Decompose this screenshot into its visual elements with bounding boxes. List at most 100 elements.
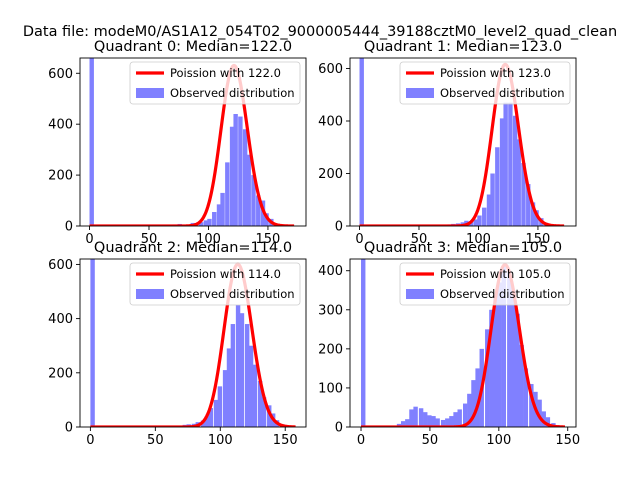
histogram-bar [486,194,492,226]
histogram-bar [361,259,366,427]
axes-frame [349,258,577,428]
histogram-bar [521,163,526,226]
quadrant-2-title: Quadrant 2: Median=114.0 [94,240,292,256]
x-tick-label: 0 [357,433,365,448]
histogram-bar [503,102,508,226]
quadrant-2-chart: 0 50 100 150 0 200 400 600 Quadrant 2: Median=11… [48,240,307,448]
histogram-bar [427,415,432,427]
legend-box [399,61,571,105]
histogram-bar [515,313,520,427]
histogram-bar [457,409,462,427]
histogram-bar [516,139,521,226]
legend-box [399,262,571,306]
histogram-bar [435,418,440,427]
histogram-bar [493,294,498,427]
y-tick-label: 600 [48,67,73,82]
histogram-bar [482,207,487,226]
axes-frame [79,57,307,227]
y-tick-label: 400 [318,115,343,130]
y-tick-label: 400 [318,264,343,279]
plot-area [360,259,566,427]
poisson-fit-line [88,63,296,226]
histogram-bar [463,403,468,427]
histogram-bar [207,218,212,226]
legend-fit-label: Poission with 123.0 [440,66,551,80]
x-tick-label: 50 [411,232,428,247]
histogram-bar [418,408,424,427]
x-tick-label: 50 [422,433,439,448]
histogram-bar [264,213,269,226]
legend-fit-label: Poission with 122.0 [170,66,281,80]
histogram-bar [213,399,219,427]
histogram-bar [508,102,513,226]
histogram-bar [537,399,542,427]
histogram-bar [507,270,512,427]
y-tick-label: 600 [48,258,73,273]
legend-hist-label: Observed distribution [170,287,295,301]
histogram-bar [499,118,505,226]
y-tick-label: 0 [335,220,343,235]
histogram-bar [485,329,490,427]
quadrant-3-chart: 0 50 100 150 0 100 200 300 400 Quadrant 3: Median… [318,240,580,448]
legend-box [129,262,301,306]
x-tick-label: 50 [141,232,158,247]
histogram-bar [252,364,258,427]
y-tick-label: 200 [48,366,73,381]
x-tick-label: 0 [85,232,93,247]
histogram-bar [497,282,502,427]
y-tick-label: 0 [65,220,73,235]
histogram-bar [251,175,256,226]
plot-area [88,58,296,226]
histogram-bar [226,348,232,427]
y-tick-label: 300 [318,303,343,318]
axes-frame [79,258,307,428]
y-tick-label: 0 [335,421,343,436]
histogram-bar [233,114,238,226]
x-tick-label: 50 [147,433,164,448]
y-tick-label: 0 [65,421,73,436]
histogram-bar [526,184,531,226]
y-tick-label: 100 [318,381,343,396]
legend-hist-label: Observed distribution [170,86,295,100]
histogram-bar [471,380,476,427]
histogram-bar [541,411,546,427]
x-tick-label: 0 [86,433,94,448]
y-tick-label: 200 [318,342,343,357]
histogram-bar [413,406,418,427]
legend: Poission with 122.0 Observed distribution [129,61,301,105]
y-tick-label: 200 [318,167,343,182]
legend-hist-swatch [136,88,164,98]
quadrant-0-title: Quadrant 0: Median=122.0 [94,39,292,55]
histogram-bar [225,162,230,226]
y-tick-label: 600 [318,62,343,77]
histogram-bar [204,416,210,427]
histogram-bar [423,412,428,427]
histogram-bar [501,266,506,427]
axes-frame [349,57,577,227]
legend-hist-label: Observed distribution [440,287,565,301]
legend-fit-label: Poission with 105.0 [440,267,551,281]
histogram-bar [238,116,243,226]
poisson-fit-line [360,263,566,427]
histogram-bar [473,219,479,226]
histogram-bar [405,419,410,427]
histogram-bar [217,386,223,427]
histogram-bar [89,58,94,226]
x-tick-label: 150 [273,433,298,448]
x-tick-label: 100 [196,232,221,247]
legend-hist-swatch [406,289,434,299]
histogram-bar [529,384,534,427]
histogram-bar [530,202,536,226]
y-tick-label: 200 [48,169,73,184]
poisson-fit-line [89,262,297,427]
histogram-bar [261,397,267,427]
histogram-bar [453,412,458,427]
histogram-bar [400,421,406,427]
quadrant-1-title: Quadrant 1: Median=123.0 [364,39,562,55]
histogram-bar [449,416,454,427]
legend: Poission with 114.0 Observed distribution [129,262,301,306]
histogram-bar [222,370,228,427]
x-tick-label: 0 [355,232,363,247]
histogram-bar [239,313,245,427]
histogram-bar [242,129,248,226]
